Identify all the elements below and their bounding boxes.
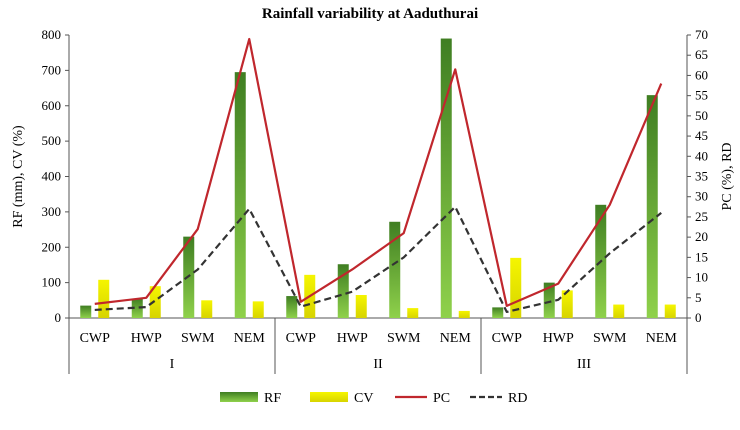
x-category-label: CWP [80,331,111,346]
bar-rf [389,221,401,318]
bar-rf [234,72,246,318]
bar-cv [561,290,573,318]
bar-rf [286,296,298,318]
y-right-tick-label: 0 [695,310,702,325]
x-category-label: NEM [234,331,266,346]
x-category-label: SWM [181,331,215,346]
bar-cv [201,300,213,318]
bar-cv [149,286,161,318]
bar-rf [337,264,349,318]
y-left-tick-label: 400 [42,169,62,184]
x-category-label: SWM [593,331,627,346]
legend-label-cv: CV [354,391,373,406]
y-left-tick-label: 700 [42,62,62,77]
x-category-label: HWP [543,331,574,346]
group-label: III [577,357,591,372]
y-left-axis-title: RF (mm), CV (%) [11,125,26,228]
y-right-axis-title: PC (%), RD [720,142,735,210]
y-right-tick-label: 70 [695,27,708,42]
y-right-tick-label: 40 [695,148,708,163]
bar-rf [646,95,658,318]
bar-rf [440,38,452,318]
bar-rf [492,307,504,318]
legend-swatch-cv [310,392,348,402]
y-right-tick-label: 15 [695,249,708,264]
x-category-label: CWP [286,331,317,346]
y-right-tick-label: 20 [695,229,708,244]
chart-title: Rainfall variability at Aaduthurai [261,6,479,22]
y-left-tick-label: 200 [42,239,62,254]
legend-label-rf: RF [264,391,281,406]
line-rd [94,205,662,314]
y-right-tick-label: 25 [695,209,708,224]
x-category-label: SWM [387,331,421,346]
x-category-label: CWP [492,331,523,346]
legend-label-pc: PC [433,391,450,406]
y-right-tick-label: 50 [695,108,708,123]
bar-cv [407,308,419,318]
y-right-tick-label: 65 [695,47,708,62]
group-label: II [373,357,383,372]
bar-cv [510,257,522,318]
legend-swatch-rf [220,392,258,402]
bar-rf [131,298,143,318]
x-category-label: NEM [440,331,472,346]
bar-cv [355,295,367,318]
line-pc [94,37,663,307]
y-left-tick-label: 100 [42,275,62,290]
y-right-tick-label: 5 [695,290,702,305]
y-right-tick-label: 35 [695,169,708,184]
y-right-tick-label: 45 [695,128,708,143]
bar-rf [543,282,555,318]
y-right-tick-label: 30 [695,189,708,204]
bar-rf [80,305,92,318]
bar-cv [613,304,625,318]
y-left-tick-label: 600 [42,98,62,113]
y-left-tick-label: 0 [55,310,62,325]
y-left-tick-label: 300 [42,204,62,219]
x-category-label: NEM [646,331,678,346]
x-category-label: HWP [131,331,162,346]
group-label: I [170,357,175,372]
y-right-tick-label: 60 [695,67,708,82]
y-left-tick-label: 800 [42,27,62,42]
y-right-tick-label: 10 [695,270,708,285]
y-left-tick-label: 500 [42,133,62,148]
bar-cv [98,279,110,318]
bar-cv [664,304,676,318]
y-right-tick-label: 55 [695,88,708,103]
legend-label-rd: RD [508,391,527,406]
x-category-label: HWP [337,331,368,346]
bar-cv [252,301,264,318]
bar-cv [458,310,470,318]
